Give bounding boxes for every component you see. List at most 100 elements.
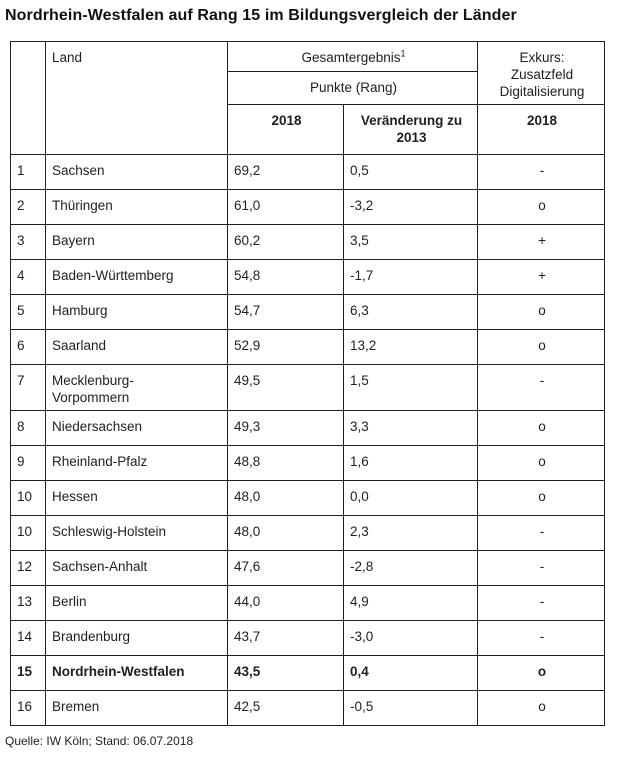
veraenderung-cell: 4,9 <box>342 585 479 621</box>
table-row: 3 Bayern 60,2 3,5 + <box>10 224 606 260</box>
exkurs-2018-header: 2018 <box>477 104 606 155</box>
rank-cell: 5 <box>10 294 46 330</box>
veraenderung-cell: 0,5 <box>342 154 479 190</box>
table-row: 7 Mecklenburg- Vorpommern 49,5 1,5- <box>10 364 606 411</box>
punkte-cell: 48,0 <box>227 480 344 516</box>
punkte-cell: 47,6 <box>227 550 344 586</box>
table-row: 10 Schleswig-Holstein 48,0 2,3- <box>10 515 606 551</box>
exkurs-header: Exkurs: Zusatzfeld Digitalisierung <box>477 41 606 105</box>
digitalisierung-cell: o <box>477 480 606 516</box>
header-row-3: 2018 Veränderung zu 2013 2018 <box>11 104 606 155</box>
digitalisierung-cell: - <box>477 585 606 621</box>
table-row: 1 Sachsen 69,2 0,5- <box>10 154 606 190</box>
rank-cell: 4 <box>10 259 46 295</box>
punkte-cell: 44,0 <box>227 585 344 621</box>
rank-cell: 14 <box>10 620 46 656</box>
veraenderung-cell: -3,2 <box>342 189 479 225</box>
table-row: 9 Rheinland-Pfalz 48,8 1,6 o <box>10 445 606 481</box>
punkte-rang-header: Punkte (Rang) <box>226 70 479 106</box>
table-row: 8 Niedersachsen 49,3 3,3 o <box>10 410 606 446</box>
table-row: 15 Nordrhein-Westfalen 43,5 0,4 o <box>10 655 606 691</box>
table-row: 13 Berlin 44,0 4,9- <box>10 585 606 621</box>
veraenderung-cell: 2,3 <box>342 515 479 551</box>
year-2018-header: 2018 <box>227 104 344 155</box>
digitalisierung-cell: - <box>477 154 606 190</box>
veraenderung-cell: 6,3 <box>342 294 479 330</box>
rank-cell: 6 <box>10 329 46 365</box>
digitalisierung-cell: o <box>477 655 606 691</box>
digitalisierung-cell: o <box>477 294 606 330</box>
punkte-cell: 54,8 <box>227 259 344 295</box>
punkte-cell: 54,7 <box>227 294 344 330</box>
veraenderung-cell: -2,8 <box>342 550 479 586</box>
rank-cell: 13 <box>10 585 46 621</box>
punkte-cell: 48,8 <box>227 445 344 481</box>
land-cell: Berlin <box>45 585 228 621</box>
rank-cell: 2 <box>10 189 46 225</box>
land-cell: Nordrhein-Westfalen <box>45 655 228 691</box>
digitalisierung-cell: o <box>477 410 606 446</box>
veraenderung-cell: 0,0 <box>342 480 479 516</box>
digitalisierung-cell: - <box>477 364 606 411</box>
page-title: Nordrhein-Westfalen auf Rang 15 im Bildu… <box>5 7 517 24</box>
punkte-cell: 43,7 <box>227 620 344 656</box>
rank-cell: 1 <box>10 154 46 190</box>
table-row: 2 Thüringen 61,0 -3,2 o <box>10 189 606 225</box>
rank-cell: 16 <box>10 690 46 726</box>
gesamtergebnis-header: Gesamtergebnis1 <box>226 41 479 72</box>
punkte-cell: 61,0 <box>227 189 344 225</box>
land-cell: Bayern <box>45 224 228 260</box>
rank-cell: 15 <box>10 655 46 691</box>
digitalisierung-cell: + <box>477 259 606 295</box>
table-header: Land Gesamtergebnis1 Exkurs: Zusatzfeld … <box>10 41 606 155</box>
rank-cell: 12 <box>10 550 46 586</box>
rank-cell: 9 <box>10 445 46 481</box>
table-row: 6 Saarland 52,9 13,2 o <box>10 329 606 365</box>
veraenderung-header: Veränderung zu 2013 <box>342 104 479 155</box>
table-body: 1 Sachsen 69,2 0,5-2 Thüringen 61,0 -3,2 o 3 Baye… <box>10 154 606 726</box>
digitalisierung-cell: o <box>477 445 606 481</box>
digitalisierung-cell: - <box>477 550 606 586</box>
punkte-cell: 49,3 <box>227 410 344 446</box>
land-cell: Bremen <box>45 690 228 726</box>
table-row: 10 Hessen 48,0 0,0 o <box>10 480 606 516</box>
punkte-cell: 69,2 <box>227 154 344 190</box>
rank-cell: 3 <box>10 224 46 260</box>
veraenderung-cell: 3,5 <box>342 224 479 260</box>
header-row-1: Land Gesamtergebnis1 Exkurs: Zusatzfeld … <box>10 41 606 155</box>
veraenderung-cell: 1,6 <box>342 445 479 481</box>
gesamtergebnis-label: Gesamtergebnis <box>301 50 401 65</box>
header-row-2: Punkte (Rang) <box>11 70 605 106</box>
veraenderung-cell: 13,2 <box>342 329 479 365</box>
rank-cell: 10 <box>10 480 46 516</box>
source-note: Quelle: IW Köln; Stand: 06.07.2018 <box>5 734 194 748</box>
punkte-cell: 49,5 <box>227 364 344 411</box>
table-row: 12 Sachsen-Anhalt 47,6 -2,8- <box>10 550 606 586</box>
land-cell: Niedersachsen <box>45 410 228 446</box>
veraenderung-cell: 0,4 <box>342 655 479 691</box>
veraenderung-cell: 1,5 <box>342 364 479 411</box>
land-cell: Hessen <box>45 480 228 516</box>
veraenderung-cell: -3,0 <box>342 620 479 656</box>
land-column-header: Land <box>45 41 228 155</box>
land-cell: Sachsen <box>45 154 228 190</box>
ranking-table: Land Gesamtergebnis1 Exkurs: Zusatzfeld … <box>10 41 606 726</box>
veraenderung-cell: -0,5 <box>342 690 479 726</box>
land-cell: Schleswig-Holstein <box>45 515 228 551</box>
rank-cell: 8 <box>10 410 46 446</box>
digitalisierung-cell: - <box>477 620 606 656</box>
land-cell: Saarland <box>45 329 228 365</box>
rank-cell: 7 <box>10 364 46 411</box>
table-row: 5 Hamburg 54,7 6,3 o <box>10 294 606 330</box>
veraenderung-cell: 3,3 <box>342 410 479 446</box>
digitalisierung-cell: o <box>477 690 606 726</box>
table-row: 4 Baden-Württemberg 54,8 -1,7 + <box>10 259 606 295</box>
punkte-cell: 60,2 <box>227 224 344 260</box>
land-cell: Rheinland-Pfalz <box>45 445 228 481</box>
punkte-cell: 43,5 <box>227 655 344 691</box>
digitalisierung-cell: + <box>477 224 606 260</box>
table-row: 14 Brandenburg 43,7 -3,0- <box>10 620 606 656</box>
digitalisierung-cell: o <box>477 189 606 225</box>
punkte-cell: 42,5 <box>227 690 344 726</box>
